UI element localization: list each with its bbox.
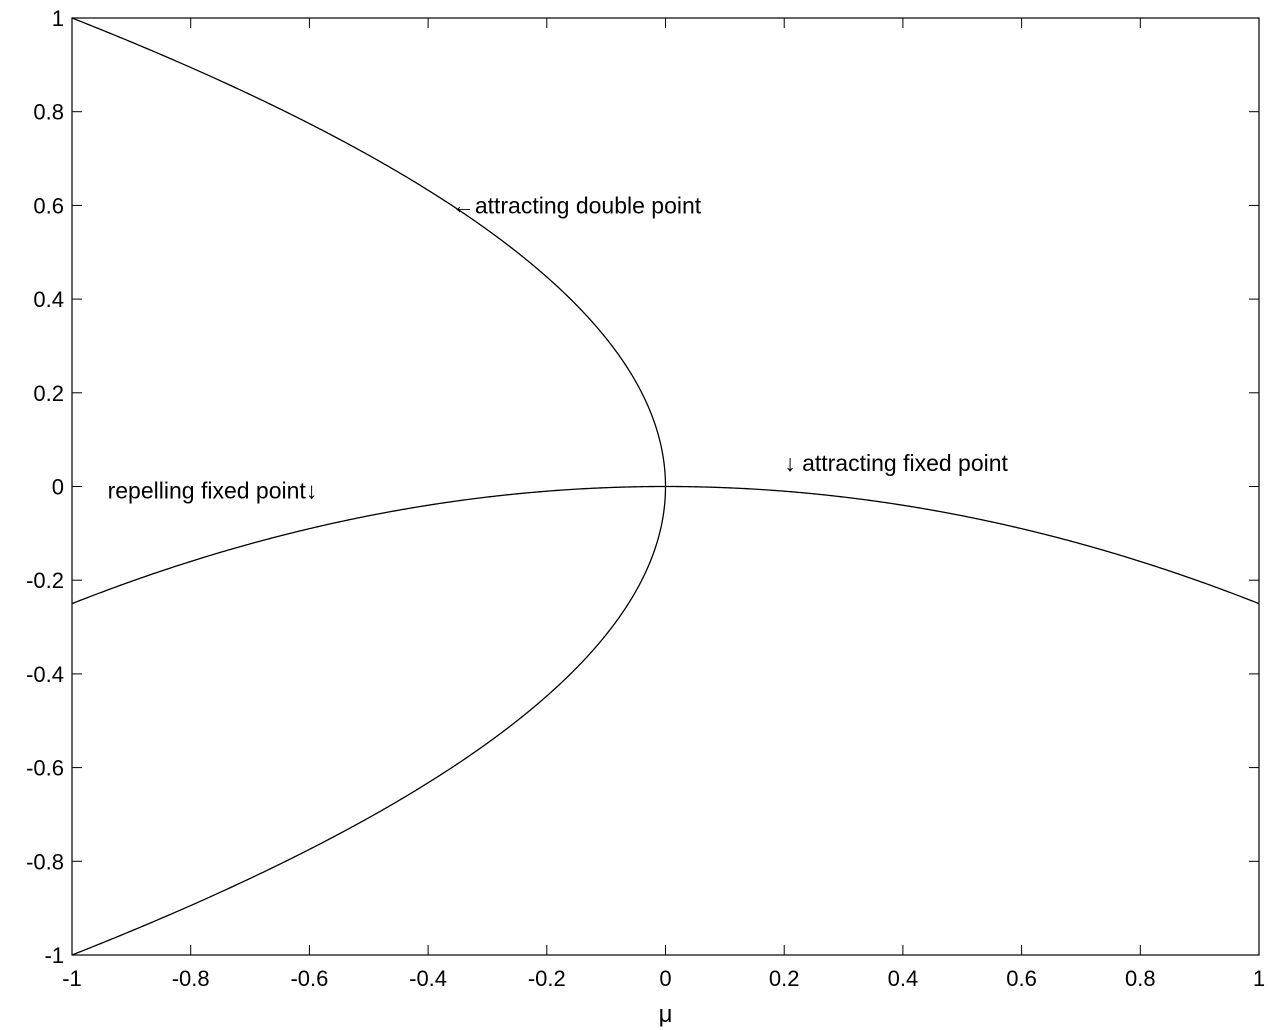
y-tick-label: 0.6 xyxy=(33,193,64,218)
annotation-attracting-fixed-point: ↓ attracting fixed point xyxy=(784,450,1008,476)
x-tick-label: -0.8 xyxy=(172,966,210,991)
x-tick-label: -0.2 xyxy=(528,966,566,991)
annotations-group: ←attracting double point repelling fixed … xyxy=(108,192,1009,503)
y-tick-label: -0.4 xyxy=(26,662,64,687)
x-tick-label: 0.8 xyxy=(1125,966,1156,991)
series-lower-branch xyxy=(71,486,667,956)
y-tick-label: 0.8 xyxy=(33,100,64,125)
ticks-group: -1 -0.8 -0.6 -0.4 -0.2 0 0.2 0.4 0.6 0.8 1 1 0.8 0.6 0… xyxy=(26,6,1265,991)
x-tick-label: -0.6 xyxy=(290,966,328,991)
series-parabola xyxy=(71,485,1260,605)
x-tick-label: -0.4 xyxy=(409,966,447,991)
y-tick-label: 0.4 xyxy=(33,287,64,312)
x-tick-label: 0.2 xyxy=(769,966,800,991)
x-tick-label: 0 xyxy=(659,966,671,991)
x-axis-label: μ xyxy=(659,1001,673,1028)
series-upper-branch xyxy=(71,17,667,487)
labels-group: μ xyxy=(659,1001,673,1028)
y-tick-label: -0.8 xyxy=(26,849,64,874)
x-tick-label: 0.4 xyxy=(888,966,919,991)
annotation-attracting-double-point: ←attracting double point xyxy=(452,192,702,218)
y-tick-label: 0.2 xyxy=(33,381,64,406)
y-tick-label: -0.2 xyxy=(26,568,64,593)
x-tick-label: -1 xyxy=(62,966,82,991)
y-tick-label: 0 xyxy=(52,475,64,500)
series-group xyxy=(71,17,1260,956)
x-tick-label: 0.6 xyxy=(1006,966,1037,991)
y-tick-label: 1 xyxy=(52,6,64,31)
x-tick-label: 1 xyxy=(1253,966,1265,991)
y-tick-label: -0.6 xyxy=(26,756,64,781)
y-tick-label: -1 xyxy=(44,943,64,968)
annotation-repelling-fixed-point: repelling fixed point↓ xyxy=(108,478,318,504)
